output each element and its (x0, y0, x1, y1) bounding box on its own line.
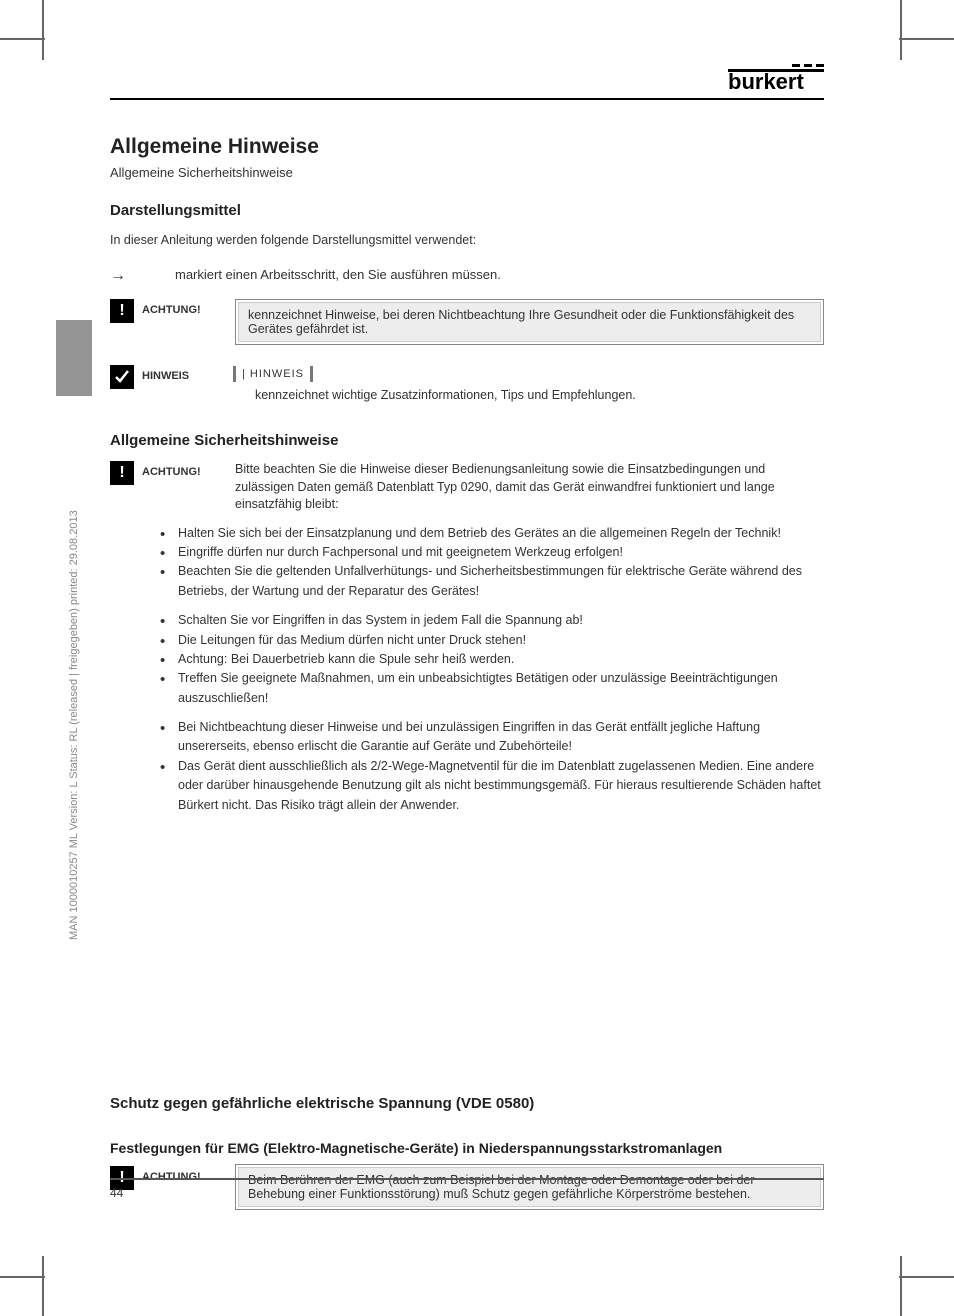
list-item: Treffen Sie geeignete Maßnahmen, um ein … (160, 669, 824, 708)
safety-bullets-1: Halten Sie sich bei der Einsatzplanung u… (160, 524, 824, 815)
attention-icon: ! (110, 461, 134, 485)
page-number: 44 (110, 1186, 123, 1200)
protection-subtitle: Festlegungen für EMG (Elektro-Magnetisch… (110, 1140, 824, 1156)
crop-mark (900, 1256, 902, 1316)
footer-rule (110, 1178, 824, 1180)
burkert-logo: burkert (728, 62, 824, 92)
logo-text: burkert (728, 72, 824, 92)
crop-mark (899, 1276, 954, 1278)
list-item: Schalten Sie vor Eingriffen in das Syste… (160, 611, 824, 630)
crop-mark (0, 38, 45, 40)
section-symbols-title: Darstellungsmittel (110, 202, 824, 219)
symbols-intro: In dieser Anleitung werden folgende Dars… (110, 231, 824, 249)
list-item: Achtung: Bei Dauerbetrieb kann die Spule… (160, 650, 824, 669)
list-item: Eingriffe dürfen nur durch Fachpersonal … (160, 543, 824, 562)
page-title: Allgemeine Hinweise (110, 135, 824, 159)
list-item: Das Gerät dient ausschließlich als 2/2-W… (160, 757, 824, 815)
section-tab (56, 320, 92, 396)
crop-mark (42, 1256, 44, 1316)
list-item: Die Leitungen für das Medium dürfen nich… (160, 631, 824, 650)
attention-label: ACHTUNG! (142, 299, 201, 316)
arrow-icon: → (110, 267, 175, 285)
page-subtitle: Allgemeine Sicherheitshinweise (110, 165, 824, 180)
section-protection-title: Schutz gegen gefährliche elektrische Spa… (110, 1095, 824, 1112)
crop-mark (900, 0, 902, 60)
header-rule (110, 98, 824, 100)
attention-label: ACHTUNG! (142, 461, 201, 478)
list-item: Beachten Sie die geltenden Unfallverhütu… (160, 562, 824, 601)
list-item: Bei Nichtbeachtung dieser Hinweise und b… (160, 718, 824, 757)
protection-callout: Beim Berühren der EMG (auch zum Beispiel… (235, 1164, 824, 1210)
crop-mark (42, 0, 44, 60)
attention-label: ACHTUNG! (142, 1166, 201, 1183)
attention-icon: ! (110, 299, 134, 323)
section-safety-title: Allgemeine Sicherheitshinweise (110, 432, 824, 449)
side-doc-id: MAN 1000010257 ML Version: L Status: RL … (68, 510, 80, 940)
list-item: Halten Sie sich bei der Einsatzplanung u… (160, 524, 824, 543)
symbol-arrow-row: → markiert einen Arbeitsschritt, den Sie… (110, 267, 824, 285)
arrow-desc: markiert einen Arbeitsschritt, den Sie a… (175, 267, 501, 282)
crop-mark (0, 1276, 45, 1278)
page-content: Allgemeine Hinweise Allgemeine Sicherhei… (110, 115, 824, 1230)
hint-desc: kennzeichnet wichtige Zusatzinformatione… (255, 388, 824, 402)
hint-tag: | HINWEIS (233, 366, 313, 382)
attention-callout: kennzeichnet Hinweise, bei deren Nichtbe… (235, 299, 824, 345)
crop-mark (899, 38, 954, 40)
safety-para1: Bitte beachten Sie die Hinweise dieser B… (235, 461, 824, 514)
